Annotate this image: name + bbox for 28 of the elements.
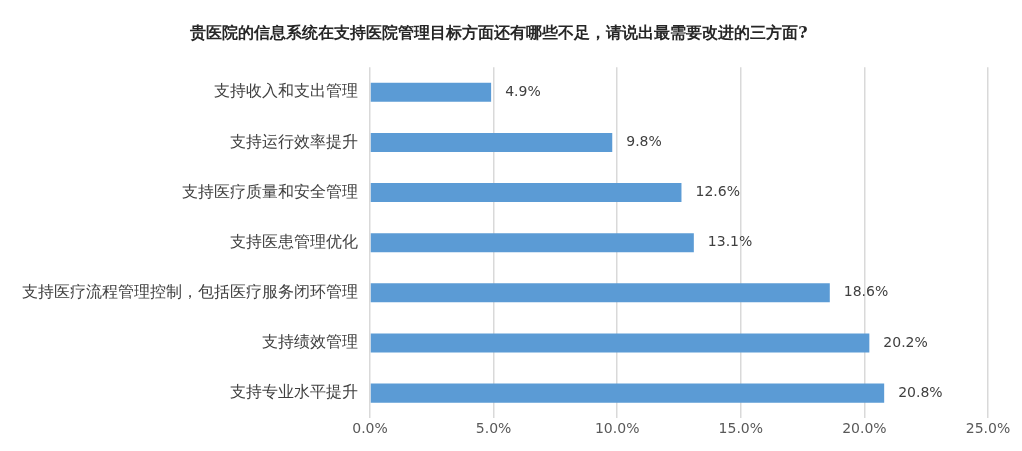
- x-tick-label: 20.0%: [842, 420, 887, 437]
- y-tick-label: 支持运行效率提升: [230, 131, 358, 151]
- data-label: 18.6%: [843, 283, 889, 300]
- bar: [370, 283, 830, 303]
- x-tick-label: 5.0%: [475, 420, 512, 437]
- bar: [370, 132, 613, 152]
- data-label: 9.8%: [626, 133, 662, 150]
- chart-title: 贵医院的信息系统在支持医院管理目标方面还有哪些不足，请说出最需要改进的三方面?: [189, 22, 808, 42]
- bar: [370, 82, 492, 102]
- data-label: 4.9%: [505, 82, 541, 99]
- y-tick-label: 支持医患管理优化: [230, 231, 358, 251]
- y-tick-label: 支持绩效管理: [262, 332, 358, 352]
- y-tick-label: 支持专业水平提升: [230, 382, 358, 402]
- data-label: 13.1%: [707, 233, 753, 250]
- x-tick-label: 15.0%: [718, 420, 764, 437]
- x-tick-label: 10.0%: [594, 420, 640, 437]
- bar: [370, 333, 870, 353]
- bar: [370, 183, 682, 203]
- data-label: 20.2%: [883, 333, 928, 350]
- bar: [370, 233, 694, 253]
- x-tick-label: 25.0%: [965, 420, 1011, 437]
- y-tick-label: 支持收入和支出管理: [214, 81, 358, 101]
- bar: [370, 383, 885, 403]
- y-tick-label: 支持医疗质量和安全管理: [182, 181, 358, 201]
- data-label: 20.8%: [898, 383, 943, 400]
- data-label: 12.6%: [695, 183, 740, 200]
- x-tick-label: 0.0%: [352, 420, 388, 437]
- y-tick-label: 支持医疗流程管理控制，包括医疗服务闭环管理: [22, 282, 358, 301]
